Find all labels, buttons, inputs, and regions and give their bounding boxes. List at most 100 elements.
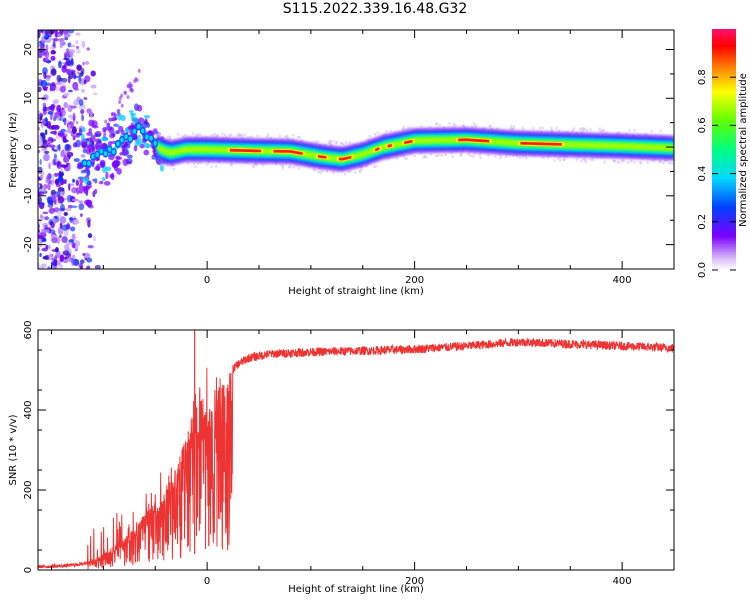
halo-dot: [332, 139, 335, 143]
noise-blob: [86, 132, 93, 136]
halo-dot: [317, 170, 320, 174]
noise-blob: [86, 181, 92, 186]
noise-blob: [44, 122, 49, 127]
halo-dot: [628, 129, 631, 132]
noise-blob: [60, 166, 63, 173]
noise-blob: [63, 101, 69, 109]
noise-blob: [43, 142, 48, 151]
halo-dot: [444, 153, 447, 157]
halo-dot: [329, 141, 332, 145]
noise-blob: [57, 226, 64, 235]
noise-blob: [143, 114, 151, 119]
ridge-bead-core: [95, 152, 99, 157]
noise-blob: [38, 166, 43, 174]
halo-dot: [342, 143, 346, 146]
noise-blob: [88, 127, 92, 134]
noise-blob: [80, 109, 85, 115]
noise-blob: [72, 178, 75, 183]
noise-blob: [113, 113, 117, 118]
noise-blob: [42, 86, 49, 90]
noise-blob: [45, 53, 49, 62]
noise-blob: [129, 129, 133, 136]
noise-blob: [81, 185, 87, 192]
noise-blob: [73, 158, 80, 163]
halo-dot: [292, 134, 295, 137]
halo-dot: [621, 158, 624, 162]
halo-dot: [177, 132, 180, 136]
halo-dot: [622, 158, 626, 162]
halo-dot: [229, 133, 233, 136]
halo-dot: [633, 161, 636, 164]
noise-blob: [126, 83, 130, 88]
noise-blob: [56, 210, 62, 218]
noise-blob: [59, 191, 65, 195]
noise-blob: [133, 145, 138, 152]
noise-blob: [115, 124, 120, 128]
ridge-bead-core: [103, 151, 108, 156]
noise-blob: [47, 111, 54, 115]
halo-dot: [220, 132, 224, 135]
noise-blob: [38, 50, 43, 59]
halo-dot: [659, 129, 663, 133]
ridge-bead-core: [87, 160, 91, 166]
colorbar-label: Normalized spectral amplitude: [738, 73, 749, 227]
noise-blob: [44, 34, 50, 40]
halo-dot: [192, 162, 196, 165]
noise-blob: [57, 195, 65, 204]
halo-dot: [518, 156, 522, 160]
noise-blob: [68, 183, 71, 191]
noise-blob: [85, 148, 92, 155]
noise-blob: [59, 86, 66, 93]
noise-blob: [137, 141, 143, 146]
noise-blob: [91, 161, 95, 168]
halo-dot: [471, 125, 474, 128]
snr-x-tick-label-2: 400: [613, 576, 632, 587]
noise-blob: [63, 211, 68, 217]
noise-blob: [63, 154, 67, 163]
halo-dot: [158, 132, 161, 135]
ridge-bead-core: [153, 140, 158, 146]
colorbar-gradient: [712, 29, 736, 270]
noise-blob: [64, 167, 69, 172]
halo-dot: [462, 124, 465, 128]
noise-blob: [42, 109, 47, 116]
noise-blob: [58, 263, 64, 269]
halo-dot: [435, 155, 439, 158]
halo-dot: [478, 153, 482, 156]
noise-blob: [39, 116, 43, 121]
halo-dot: [555, 126, 558, 130]
noise-blob: [54, 86, 60, 92]
noise-blob: [48, 125, 55, 130]
halo-dot: [313, 168, 317, 172]
noise-blob: [44, 150, 50, 154]
noise-blob: [91, 120, 98, 128]
hot-core-red-1: [273, 149, 303, 155]
noise-blob: [59, 234, 62, 238]
noise-blob: [153, 130, 159, 135]
noise-blob: [47, 140, 52, 144]
snr-panel: 0 200 400 0 200 400 600 Height of straight lin…: [8, 320, 675, 595]
noise-blob: [39, 184, 43, 190]
noise-blob: [63, 228, 69, 237]
noise-blob: [50, 103, 55, 112]
noise-blob: [92, 235, 97, 242]
halo-dot: [281, 164, 285, 168]
noise-blob: [75, 179, 80, 187]
noise-blob: [72, 81, 79, 90]
halo-dot: [614, 160, 617, 163]
halo-dot: [214, 165, 218, 168]
halo-dot: [633, 128, 636, 132]
halo-dot: [452, 122, 456, 126]
noise-blob: [67, 68, 72, 75]
halo-dot: [670, 162, 674, 165]
noise-blob: [103, 128, 107, 133]
noise-blob: [68, 89, 73, 93]
noise-blob: [77, 200, 84, 204]
noise-blob: [42, 255, 50, 260]
halo-dot: [195, 134, 198, 137]
hot-core-red-6: [404, 139, 413, 145]
noise-blob: [50, 189, 57, 196]
halo-dot: [559, 159, 562, 162]
noise-blob: [43, 229, 50, 233]
